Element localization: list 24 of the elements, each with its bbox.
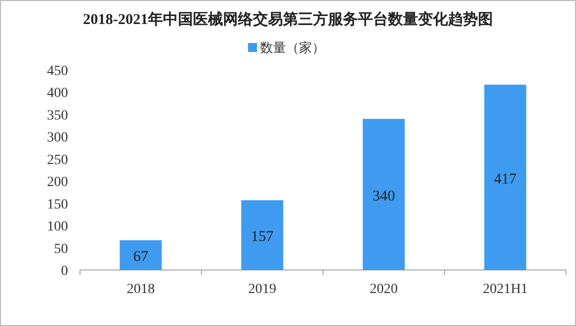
x-tick-label: 2019 [248,282,276,297]
y-tick-label: 100 [47,220,68,235]
bar [241,200,284,270]
chart-title: 2018-2021年中国医械网络交易第三方服务平台数量变化趋势图 [83,10,493,28]
data-label: 67 [133,249,149,266]
bar [484,84,526,270]
y-tick-label: 50 [54,242,68,257]
y-tick-label: 250 [47,152,68,168]
y-tick-label: 0 [61,264,68,279]
y-tick-label: 150 [47,197,68,212]
bar [362,118,405,270]
data-label: 417 [494,171,517,188]
x-tick-label: 2018 [126,282,155,297]
data-label: 157 [251,229,274,246]
y-tick-label: 450 [47,64,68,79]
y-tick-label: 400 [47,86,68,102]
y-tick-label: 350 [47,108,68,124]
bar [120,240,162,270]
y-tick-label: 200 [47,175,68,190]
x-tick-label: 2021H1 [482,282,528,297]
data-label: 340 [372,188,395,204]
x-tick-label: 2020 [370,282,398,297]
y-tick-label: 300 [47,130,68,146]
legend-label: 数量（家） [260,40,325,56]
